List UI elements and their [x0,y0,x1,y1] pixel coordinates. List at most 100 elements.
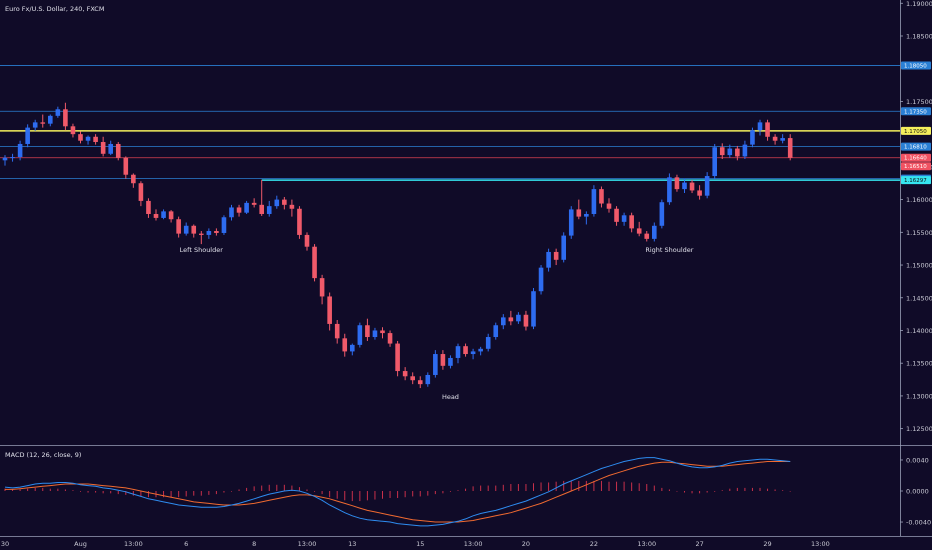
price-tag-label: 1.16640 [904,156,927,162]
candle-body [765,122,770,137]
candle-body [365,325,370,338]
price-tag [901,162,931,171]
candle-body [55,109,61,116]
price-tick-label: 1.13000 [906,392,932,400]
candle-body [229,207,234,218]
pattern-label: Left Shoulder [180,246,224,254]
candle-body [123,157,129,175]
candle-body [10,157,15,159]
candle-body [334,323,340,339]
price-tick-label: 1.12500 [906,425,932,433]
candle-body [266,206,272,214]
candle-body [576,209,582,217]
candle-body [350,344,355,352]
candle-body [712,147,717,177]
candle-body [63,109,68,127]
candle-body [85,136,91,141]
candle-body [115,143,121,158]
candle-body [108,143,113,154]
time-tick-label: 22 [590,540,598,548]
candle-body [206,231,212,235]
time-tick-label: 13:00 [124,540,143,548]
candle-body [402,371,408,377]
candle-body [304,234,310,247]
price-tag-label: 1.16297 [904,178,927,184]
candlestick-series [2,102,793,389]
candle-body [568,209,574,236]
price-tag [901,142,931,151]
price-tag-label: 1.17050 [904,129,927,135]
candle-body [100,142,106,154]
chart-title: Euro Fx/U.S. Dollar, 240, FXCM [5,5,104,13]
pattern-annotations: Left Shoulder Head Right Shoulder [180,246,694,401]
time-tick-label: 29 [763,540,771,548]
candle-body [17,143,23,158]
candle-body [727,148,733,156]
price-tag-label: 1.16510 [904,164,927,170]
candle-body [131,174,136,184]
candle-body [176,219,181,234]
time-tick-label: 6 [184,540,188,548]
candle-body [183,225,189,234]
candle-body [584,213,589,217]
candle-body [259,204,264,214]
candle-body [750,130,755,145]
candle-body [742,144,748,157]
candle-body [282,199,287,205]
macd-tick-label: -0.0040 [906,519,931,527]
candle-body [410,376,415,381]
candle-body [704,176,710,196]
candle-body [470,351,476,355]
time-tick-label: 15 [416,540,424,548]
candle-body [40,122,46,124]
candle-body [417,380,423,385]
time-tick-label: 13 [348,540,356,548]
price-tick-label: 1.19000 [906,0,932,8]
price-tag [901,126,931,135]
candle-body [478,348,483,352]
candle-body [531,291,536,327]
candle-body [32,122,38,128]
candle-body [697,190,702,196]
candle-body [463,346,468,355]
candle-body [787,138,793,158]
candle-body [342,338,348,352]
candle-body [546,251,551,268]
price-tag [901,107,931,116]
candle-body [448,357,453,366]
pattern-label: Head [442,393,459,401]
price-tag [901,61,931,70]
candle-body [523,314,529,327]
candle-body [501,317,506,326]
candle-body [199,233,204,235]
price-tick-label: 1.13500 [906,360,932,368]
signal-line [5,461,791,523]
candle-body [48,115,53,124]
candle-body [372,330,378,338]
candle-body [674,177,680,190]
candle-body [735,148,740,157]
price-tick-label: 1.18500 [906,32,932,40]
candle-body [606,203,612,209]
candle-body [538,267,544,292]
candle-body [425,374,431,385]
price-tag [901,176,931,185]
candle-body [516,314,521,322]
candle-body [636,228,642,234]
candle-body [153,213,159,218]
candle-body [455,346,461,358]
candle-body [591,189,597,214]
candle-body [191,225,197,234]
candle-body [327,296,332,324]
candle-body [757,122,763,131]
candle-body [70,126,76,135]
price-tick-label: 1.15500 [906,229,932,237]
price-tag [901,153,931,162]
candle-body [93,136,98,143]
horizontal-levels[interactable] [0,65,900,181]
pattern-label: Right Shoulder [645,246,693,254]
candle-body [772,136,778,141]
price-tick-label: 1.14000 [906,327,932,335]
